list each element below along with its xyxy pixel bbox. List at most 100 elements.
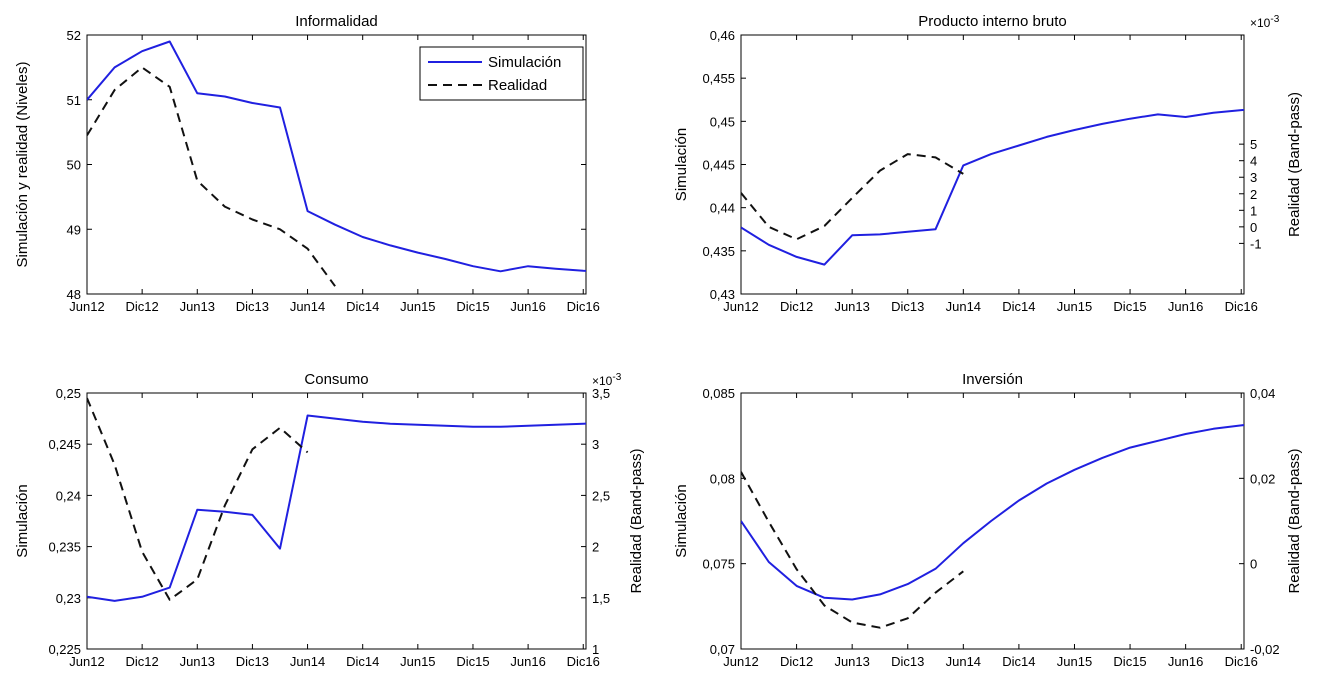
x-tick-label: Dic15 — [456, 654, 489, 669]
y2-tick-label: 3,5 — [592, 386, 610, 401]
x-tick-label: Dic14 — [1002, 299, 1035, 314]
y-tick-label: 0,25 — [56, 386, 81, 401]
chart-title: Consumo — [304, 371, 368, 388]
x-tick-label: Jun15 — [400, 299, 435, 314]
x-tick-label: Jun13 — [180, 299, 215, 314]
y-tick-label: 49 — [67, 222, 81, 237]
y2-exponent-label: ×10-3 — [592, 372, 622, 388]
y-tick-label: 0,07 — [710, 642, 735, 657]
x-tick-label: Jun16 — [1168, 654, 1203, 669]
y-tick-label: 50 — [67, 158, 81, 173]
y2-tick-label: -0,02 — [1250, 642, 1280, 657]
y2-axis-label: Realidad (Band-pass) — [1286, 92, 1303, 237]
y-axis-label: Simulación — [673, 484, 690, 557]
y-tick-label: 0,085 — [702, 386, 735, 401]
legend-label-reality: Realidad — [488, 77, 547, 94]
x-tick-label: Dic12 — [126, 654, 159, 669]
y-tick-label: 0,455 — [702, 71, 735, 86]
y2-tick-label: 1 — [592, 642, 599, 657]
x-tick-label: Jun15 — [1057, 654, 1092, 669]
x-tick-label: Dic16 — [1225, 299, 1258, 314]
x-tick-label: Jun16 — [1168, 299, 1203, 314]
x-tick-label: Dic12 — [780, 654, 813, 669]
x-tick-label: Dic13 — [236, 299, 269, 314]
x-tick-label: Dic15 — [456, 299, 489, 314]
series-line-simulation — [741, 108, 1244, 266]
x-tick-label: Jun14 — [290, 654, 325, 669]
series-line-reality — [741, 471, 964, 629]
x-tick-label: Jun13 — [180, 654, 215, 669]
y2-tick-label: -1 — [1250, 236, 1262, 251]
x-tick-label: Jun12 — [69, 654, 104, 669]
series-line-reality — [87, 397, 309, 601]
series-line-reality — [87, 66, 336, 287]
y-tick-label: 0,245 — [48, 437, 81, 452]
series-line-simulation — [87, 414, 586, 602]
x-tick-label: Dic12 — [780, 299, 813, 314]
legend — [419, 46, 584, 101]
y2-exponent-label: ×10-3 — [1250, 14, 1280, 30]
y-tick-label: 48 — [67, 287, 81, 302]
y2-tick-label: 5 — [1250, 137, 1257, 152]
x-tick-label: Jun12 — [723, 299, 758, 314]
y-tick-label: 0,44 — [710, 201, 735, 216]
y2-tick-label: 4 — [1250, 154, 1257, 169]
y-tick-label: 51 — [67, 93, 81, 108]
x-tick-label: Jun15 — [1057, 299, 1092, 314]
x-tick-label: Dic16 — [567, 299, 600, 314]
y-axis-label: Simulación — [14, 484, 31, 557]
y-tick-label: 0,46 — [710, 28, 735, 43]
x-tick-label: Jun14 — [946, 299, 981, 314]
y2-tick-label: 2,5 — [592, 488, 610, 503]
x-tick-label: Jun13 — [834, 299, 869, 314]
y-tick-label: 52 — [67, 28, 81, 43]
chart-panel-1: Producto interno bruto Jun12 Dic12 Jun13 Dic… — [673, 13, 1303, 314]
y-tick-label: 0,225 — [48, 642, 81, 657]
y2-tick-label: 0,02 — [1250, 471, 1275, 486]
y2-tick-label: 3 — [1250, 170, 1257, 185]
y2-axis-label: Realidad (Band-pass) — [628, 448, 645, 593]
x-tick-label: Jun12 — [69, 299, 104, 314]
chart-panel-2: Consumo Jun12 Dic12 Jun13 Dic13 Jun14 Dic14 Jun… — [14, 371, 645, 669]
y-tick-label: 0,45 — [710, 114, 735, 129]
y-tick-label: 0,23 — [56, 591, 81, 606]
y2-tick-label: 2 — [592, 540, 599, 555]
x-tick-label: Jun12 — [723, 654, 758, 669]
x-tick-label: Dic12 — [126, 299, 159, 314]
chart-title: Inversión — [962, 371, 1023, 388]
x-tick-label: Dic14 — [346, 299, 379, 314]
x-tick-label: Dic13 — [236, 654, 269, 669]
plot-frame — [86, 392, 587, 650]
x-tick-label: Jun16 — [510, 299, 545, 314]
x-tick-label: Dic14 — [1002, 654, 1035, 669]
chart-title: Producto interno bruto — [918, 13, 1066, 30]
series-line-simulation — [741, 424, 1244, 601]
y-tick-label: 0,43 — [710, 287, 735, 302]
y-tick-label: 0,445 — [702, 158, 735, 173]
x-tick-label: Dic13 — [891, 299, 924, 314]
y2-tick-label: 3 — [592, 437, 599, 452]
series-line-simulation — [87, 40, 586, 273]
y-axis-label: Simulación y realidad (Niveles) — [14, 62, 31, 268]
y-tick-label: 0,08 — [710, 471, 735, 486]
y2-axis-label: Realidad (Band-pass) — [1286, 448, 1303, 593]
x-tick-label: Dic15 — [1113, 299, 1146, 314]
plot-frame — [740, 34, 1245, 295]
y2-tick-label: 0 — [1250, 557, 1257, 572]
y2-tick-label: 1 — [1250, 203, 1257, 218]
x-tick-label: Dic16 — [567, 654, 600, 669]
y-axis-label: Simulación — [673, 128, 690, 201]
y2-tick-label: 1,5 — [592, 591, 610, 606]
y-tick-label: 0,075 — [702, 557, 735, 572]
x-tick-label: Jun16 — [510, 654, 545, 669]
y2-tick-label: 2 — [1250, 187, 1257, 202]
y2-tick-label: 0,04 — [1250, 386, 1275, 401]
x-tick-label: Dic15 — [1113, 654, 1146, 669]
legend-label-simulation: Simulación — [488, 54, 561, 71]
x-tick-label: Jun15 — [400, 654, 435, 669]
chart-panel-3: Inversión Jun12 Dic12 Jun13 Dic13 Jun14 Dic14 J… — [673, 371, 1303, 669]
x-tick-label: Jun14 — [290, 299, 325, 314]
y-tick-label: 0,435 — [702, 244, 735, 259]
x-tick-label: Dic13 — [891, 654, 924, 669]
